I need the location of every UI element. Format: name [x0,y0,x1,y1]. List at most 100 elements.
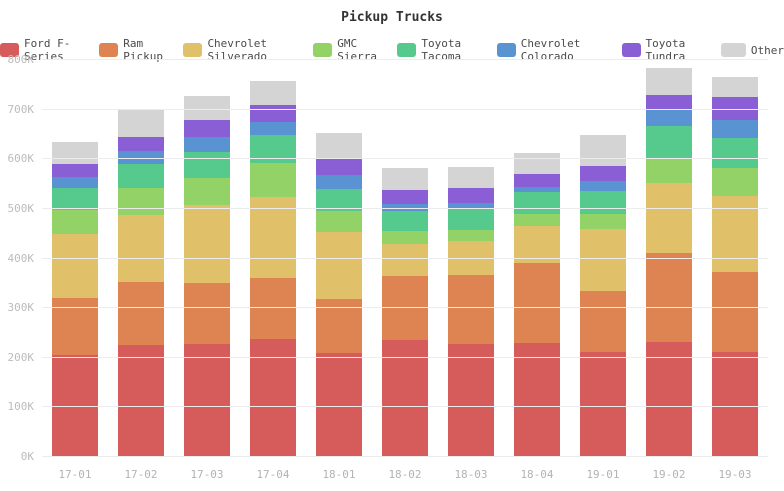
bar-segment-ram-pickup[interactable] [711,272,759,352]
bar-segment-chevrolet-silverado[interactable] [513,226,561,264]
bar-segment-ford-f-series[interactable] [183,343,231,457]
bar-segment-toyota-tundra[interactable] [183,120,231,138]
bar-segment-ram-pickup[interactable] [447,275,495,344]
bar-segment-chevrolet-colorado[interactable] [579,180,627,191]
bar-segment-chevrolet-colorado[interactable] [381,203,429,212]
bar-segment-gmc-sierra[interactable] [447,229,495,241]
bar-segment-toyota-tacoma[interactable] [249,135,297,163]
bar-segment-toyota-tacoma[interactable] [315,189,363,212]
y-axis-label: 800K [7,53,35,66]
bar-segment-other[interactable] [447,167,495,189]
bar-segment-gmc-sierra[interactable] [183,178,231,206]
bar-segment-other[interactable] [579,134,627,166]
bar-segment-ford-f-series[interactable] [381,340,429,457]
bar-segment-chevrolet-silverado[interactable] [381,243,429,276]
bar-segment-ram-pickup[interactable] [645,252,693,342]
bar-segment-chevrolet-colorado[interactable] [645,108,693,127]
legend-item-other[interactable]: Other [720,43,784,57]
bar-segment-ford-f-series[interactable] [711,351,759,457]
bar-segment-chevrolet-silverado[interactable] [579,229,627,292]
bar-segment-toyota-tacoma[interactable] [711,138,759,169]
bar-segment-ram-pickup[interactable] [315,299,363,353]
bar-segment-other[interactable] [513,153,561,175]
bar-segment-chevrolet-colorado[interactable] [711,119,759,139]
bar-segment-toyota-tundra[interactable] [645,94,693,109]
bar-segment-toyota-tundra[interactable] [117,137,165,152]
stacked-bar-19-02[interactable] [645,60,693,457]
bar-segment-ford-f-series[interactable] [447,343,495,457]
bar-segment-toyota-tundra[interactable] [51,164,99,177]
bar-segment-other[interactable] [315,133,363,160]
legend-swatch-icon [496,43,516,57]
bar-segment-toyota-tacoma[interactable] [51,187,99,210]
bar-segment-other[interactable] [249,81,297,106]
stacked-bar-17-01[interactable] [51,60,99,457]
bar-segment-gmc-sierra[interactable] [249,162,297,197]
bar-segment-gmc-sierra[interactable] [645,158,693,184]
bar-segment-chevrolet-colorado[interactable] [249,121,297,136]
stacked-bar-17-03[interactable] [183,60,231,457]
bar-segment-other[interactable] [711,77,759,98]
stacked-bar-18-03[interactable] [447,60,495,457]
bar-segment-ford-f-series[interactable] [513,342,561,457]
legend-item-ford-f-series[interactable]: Ford F-Series [0,37,89,63]
bar-segment-toyota-tacoma[interactable] [117,163,165,188]
bar-segment-ford-f-series[interactable] [315,352,363,457]
bar-segment-ram-pickup[interactable] [513,263,561,343]
bar-segment-toyota-tacoma[interactable] [183,152,231,179]
bar-segment-other[interactable] [117,109,165,138]
bar-segment-ram-pickup[interactable] [249,278,297,339]
bar-segment-chevrolet-silverado[interactable] [51,233,99,299]
bar-segment-gmc-sierra[interactable] [51,209,99,234]
bar-segment-gmc-sierra[interactable] [315,211,363,233]
bar-segment-toyota-tundra[interactable] [381,190,429,204]
bar-segment-other[interactable] [183,96,231,121]
bar-segment-chevrolet-colorado[interactable] [315,175,363,190]
stacked-bar-17-04[interactable] [249,60,297,457]
bar-segment-ford-f-series[interactable] [51,355,99,457]
bar-segment-chevrolet-silverado[interactable] [117,214,165,282]
bar-segment-other[interactable] [645,67,693,95]
stacked-bar-19-03[interactable] [711,60,759,457]
bar-segment-ford-f-series[interactable] [249,338,297,457]
stacked-bar-18-04[interactable] [513,60,561,457]
bar-segment-ford-f-series[interactable] [579,351,627,457]
bar-segment-toyota-tundra[interactable] [513,174,561,187]
legend-swatch-icon [183,43,203,57]
stacked-bar-19-01[interactable] [579,60,627,457]
bar-segment-toyota-tacoma[interactable] [381,211,429,232]
bar-segment-ram-pickup[interactable] [579,291,627,352]
bar-segment-toyota-tundra[interactable] [315,159,363,176]
bar-segment-toyota-tacoma[interactable] [645,126,693,159]
bar-segment-chevrolet-colorado[interactable] [117,151,165,164]
bar-segment-toyota-tundra[interactable] [711,97,759,120]
bar-segment-chevrolet-colorado[interactable] [447,202,495,209]
bar-segment-other[interactable] [381,167,429,191]
bar-segment-gmc-sierra[interactable] [579,214,627,230]
bar-segment-ford-f-series[interactable] [645,341,693,457]
bar-segment-gmc-sierra[interactable] [117,187,165,215]
bar-segment-chevrolet-silverado[interactable] [315,232,363,300]
bar-segment-toyota-tundra[interactable] [447,188,495,203]
bar-segment-chevrolet-colorado[interactable] [51,176,99,188]
bar-segment-chevrolet-silverado[interactable] [645,183,693,253]
bar-segment-toyota-tacoma[interactable] [579,190,627,215]
bar-segment-toyota-tundra[interactable] [579,165,627,181]
bar-segment-gmc-sierra[interactable] [381,231,429,244]
bar-segment-chevrolet-silverado[interactable] [249,196,297,279]
bar-segment-chevrolet-silverado[interactable] [183,205,231,284]
bar-segment-gmc-sierra[interactable] [711,168,759,196]
bar-segment-ram-pickup[interactable] [117,281,165,346]
bar-segment-gmc-sierra[interactable] [513,213,561,227]
bar-segment-toyota-tacoma[interactable] [447,208,495,230]
stacked-bar-18-02[interactable] [381,60,429,457]
bar-segment-ram-pickup[interactable] [183,283,231,344]
bar-segment-ford-f-series[interactable] [117,345,165,457]
stacked-bar-17-02[interactable] [117,60,165,457]
stacked-bar-18-01[interactable] [315,60,363,457]
bar-segment-ram-pickup[interactable] [381,275,429,341]
bar-segment-chevrolet-colorado[interactable] [513,186,561,192]
bar-segment-other[interactable] [51,141,99,165]
bar-segment-chevrolet-colorado[interactable] [183,137,231,153]
bar-segment-toyota-tacoma[interactable] [513,191,561,214]
